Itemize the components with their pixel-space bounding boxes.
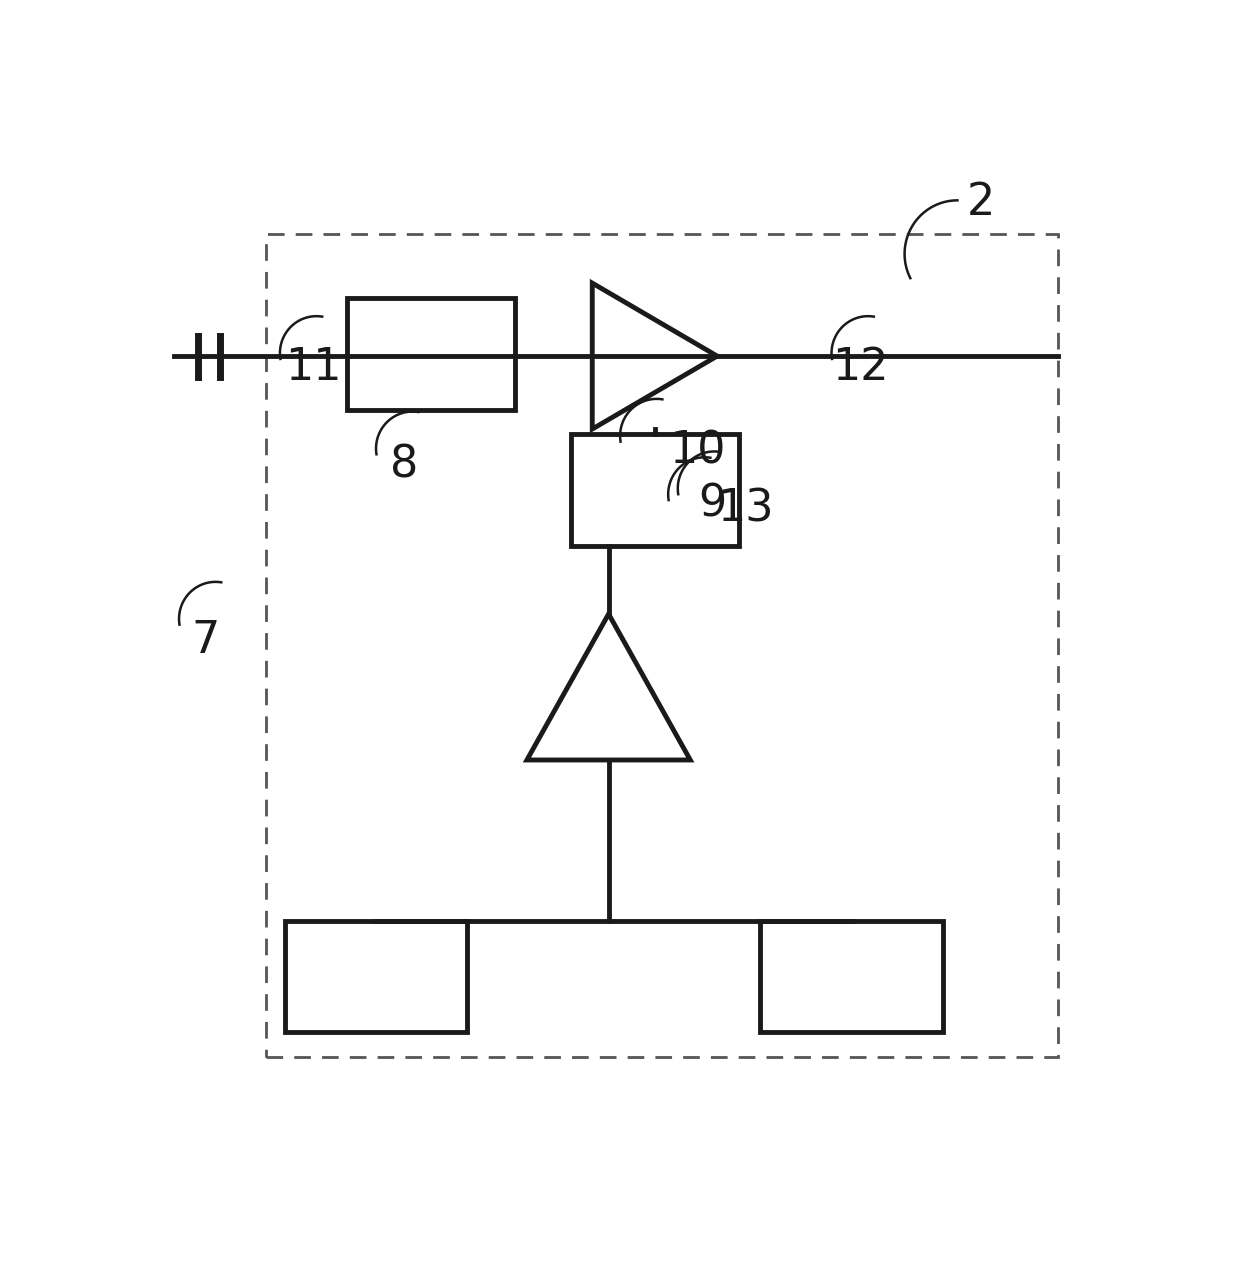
Text: 9: 9 <box>698 483 727 526</box>
Text: 2: 2 <box>967 181 996 224</box>
Bar <box>265 234 1058 1057</box>
Text: 8: 8 <box>391 444 419 487</box>
Text: 12: 12 <box>832 346 889 389</box>
Bar <box>570 434 739 546</box>
Bar <box>760 920 942 1033</box>
Text: 11: 11 <box>285 346 341 389</box>
Bar <box>347 298 516 410</box>
Text: 13: 13 <box>717 488 774 531</box>
Text: 7: 7 <box>191 619 219 662</box>
Text: 10: 10 <box>670 430 725 473</box>
Bar <box>285 920 467 1033</box>
